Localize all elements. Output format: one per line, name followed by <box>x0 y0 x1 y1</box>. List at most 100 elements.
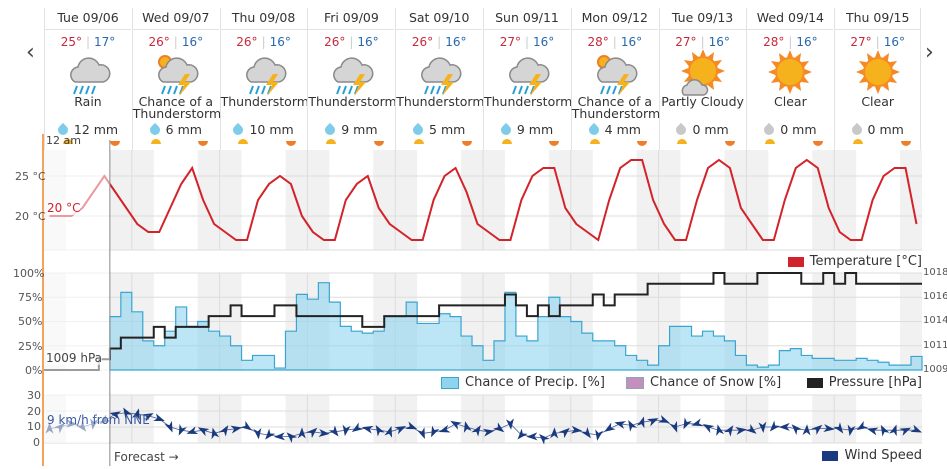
sunrise-icon <box>62 139 73 144</box>
sunset-icon <box>812 141 823 146</box>
pct-tick: 0% <box>25 364 43 377</box>
tstorm-icon <box>484 50 570 96</box>
sunset-icon <box>373 141 384 146</box>
day-label: Thu 09/08 <box>220 8 307 30</box>
temperature-line <box>49 158 918 242</box>
partly-cloudy-icon <box>660 49 746 96</box>
legend-wind[interactable]: Wind Speed <box>822 448 922 463</box>
high-temp: 26° <box>411 35 434 49</box>
high-temp: 25° <box>60 35 82 49</box>
high-temp: 26° <box>148 35 170 49</box>
day-column[interactable]: Sat 09/10 26° | 16° Thunderstorm 5 mm <box>395 8 485 150</box>
wind-arrow <box>539 433 550 445</box>
pressure-line <box>44 272 922 371</box>
wind-arrow <box>463 421 472 433</box>
pct-tick: 75% <box>18 291 43 304</box>
hpa-tick: 1018 <box>923 267 947 278</box>
chance-tstorm-icon <box>572 50 658 96</box>
wind-arrow <box>493 422 505 433</box>
day-column[interactable]: Thu 09/08 26° | 16° Thunderstorm 10 mm <box>219 8 309 150</box>
pressure-readout: 1009 hPa <box>46 351 103 365</box>
wind-arrow <box>471 425 481 437</box>
pct-tick: 25% <box>18 340 43 353</box>
precip-amount: 10 mm <box>249 122 294 137</box>
wind-arrow <box>361 425 374 434</box>
wind-arrow <box>375 425 385 437</box>
wind-arrow <box>604 422 616 432</box>
condition-text: Thunderstorm <box>220 94 309 109</box>
raindrop-icon <box>147 122 162 138</box>
high-temp: 28° <box>763 35 785 49</box>
day-column[interactable]: Fri 09/09 26° | 16° Thunderstorm 9 mm <box>307 8 397 150</box>
day-column[interactable]: Tue 09/06 25° | 17° Rain 12 mm <box>44 8 131 150</box>
low-temp: 16° <box>181 35 204 49</box>
wind-arrow <box>833 422 844 434</box>
high-temp: 26° <box>236 35 258 49</box>
day-column[interactable]: Mon 09/12 28° | 16° Chance of a Thundersto… <box>570 8 661 150</box>
wind-arrow <box>109 411 122 420</box>
sunrise-icon <box>326 139 337 144</box>
condition-text: Rain <box>74 94 102 109</box>
day-column[interactable]: Wed 09/07 26° | 16° Chance of a Thundersto… <box>131 8 221 150</box>
wind-arrow <box>526 432 538 441</box>
legend-label: Temperature [°C] <box>809 254 922 269</box>
wind-arrow <box>570 425 583 434</box>
day-column[interactable]: Wed 09/14 28° | 16° Clear 0 mm <box>746 8 834 150</box>
condition-text: Chance of a Thunderstorm <box>571 94 661 121</box>
tstorm-icon <box>396 50 482 96</box>
legend-pressure[interactable]: Pressure [hPa] <box>806 375 922 390</box>
condition-text: Thunderstorm <box>308 94 397 109</box>
wind-arrow <box>769 420 781 432</box>
wind-arrow <box>450 420 462 430</box>
wind-arrow <box>791 424 803 435</box>
hpa-tick: 1016 <box>923 291 947 302</box>
condition-text: Thunderstorm <box>484 94 573 109</box>
wind-arrow <box>342 424 351 437</box>
legend-snow[interactable]: Chance of Snow [%] <box>626 375 781 390</box>
day-label: Wed 09/14 <box>747 8 834 30</box>
legend-label: Chance of Precip. [%] <box>465 375 605 390</box>
sunset-icon <box>724 141 735 146</box>
time-start-label: 12 am <box>46 134 81 147</box>
wind-arrow <box>723 425 734 437</box>
next-button[interactable]: › <box>925 40 934 65</box>
pct-tick: 100% <box>13 267 45 280</box>
tstorm-icon <box>221 50 307 96</box>
day-column[interactable]: Tue 09/13 27° | 16° Partly Cloudy 0 mm <box>658 8 746 150</box>
precip-amount: 6 mm <box>165 122 202 137</box>
wind-readout: 9 km/h from NNE <box>47 413 150 427</box>
wind-arrow <box>384 426 393 438</box>
precip-amount: 0 mm <box>867 122 904 137</box>
wind-arrow <box>581 426 591 439</box>
chance-tstorm-icon <box>133 50 219 96</box>
precip-amount: 0 mm <box>692 122 729 137</box>
day-label: Tue 09/13 <box>659 8 746 30</box>
sunrise-icon <box>150 139 161 144</box>
low-temp: 16° <box>533 35 555 49</box>
wind-arrow <box>240 420 252 431</box>
raindrop-icon <box>762 122 777 138</box>
wind-arrow <box>431 425 440 438</box>
observed-overlay <box>44 150 110 443</box>
raindrop-icon <box>410 122 426 138</box>
high-temp: 26° <box>324 35 346 49</box>
low-temp: 16° <box>708 35 730 49</box>
wind-arrow <box>230 425 242 434</box>
clear-icon <box>747 50 833 96</box>
forecast-label: Forecast → <box>114 450 179 464</box>
low-temp: 16° <box>620 35 643 49</box>
wind-arrow <box>558 427 570 439</box>
legend-precip[interactable]: Chance of Precip. [%] <box>441 375 605 390</box>
sunrise-icon <box>765 139 776 144</box>
wind-tick: 10 <box>27 420 41 433</box>
sunrise-icon <box>852 139 863 144</box>
prev-button[interactable]: ‹ <box>26 40 35 65</box>
wind-arrow <box>745 423 757 434</box>
wind-arrow <box>123 407 133 419</box>
day-column[interactable]: Sun 09/11 27° | 16° Thunderstorm 9 mm <box>483 8 573 150</box>
legend-temperature[interactable]: Temperature [°C] <box>787 254 922 269</box>
day-column[interactable]: Thu 09/15 27° | 16° Clear 0 mm <box>834 8 922 150</box>
temp-readout: 20 °C <box>47 201 81 215</box>
wind-arrow <box>811 424 823 435</box>
